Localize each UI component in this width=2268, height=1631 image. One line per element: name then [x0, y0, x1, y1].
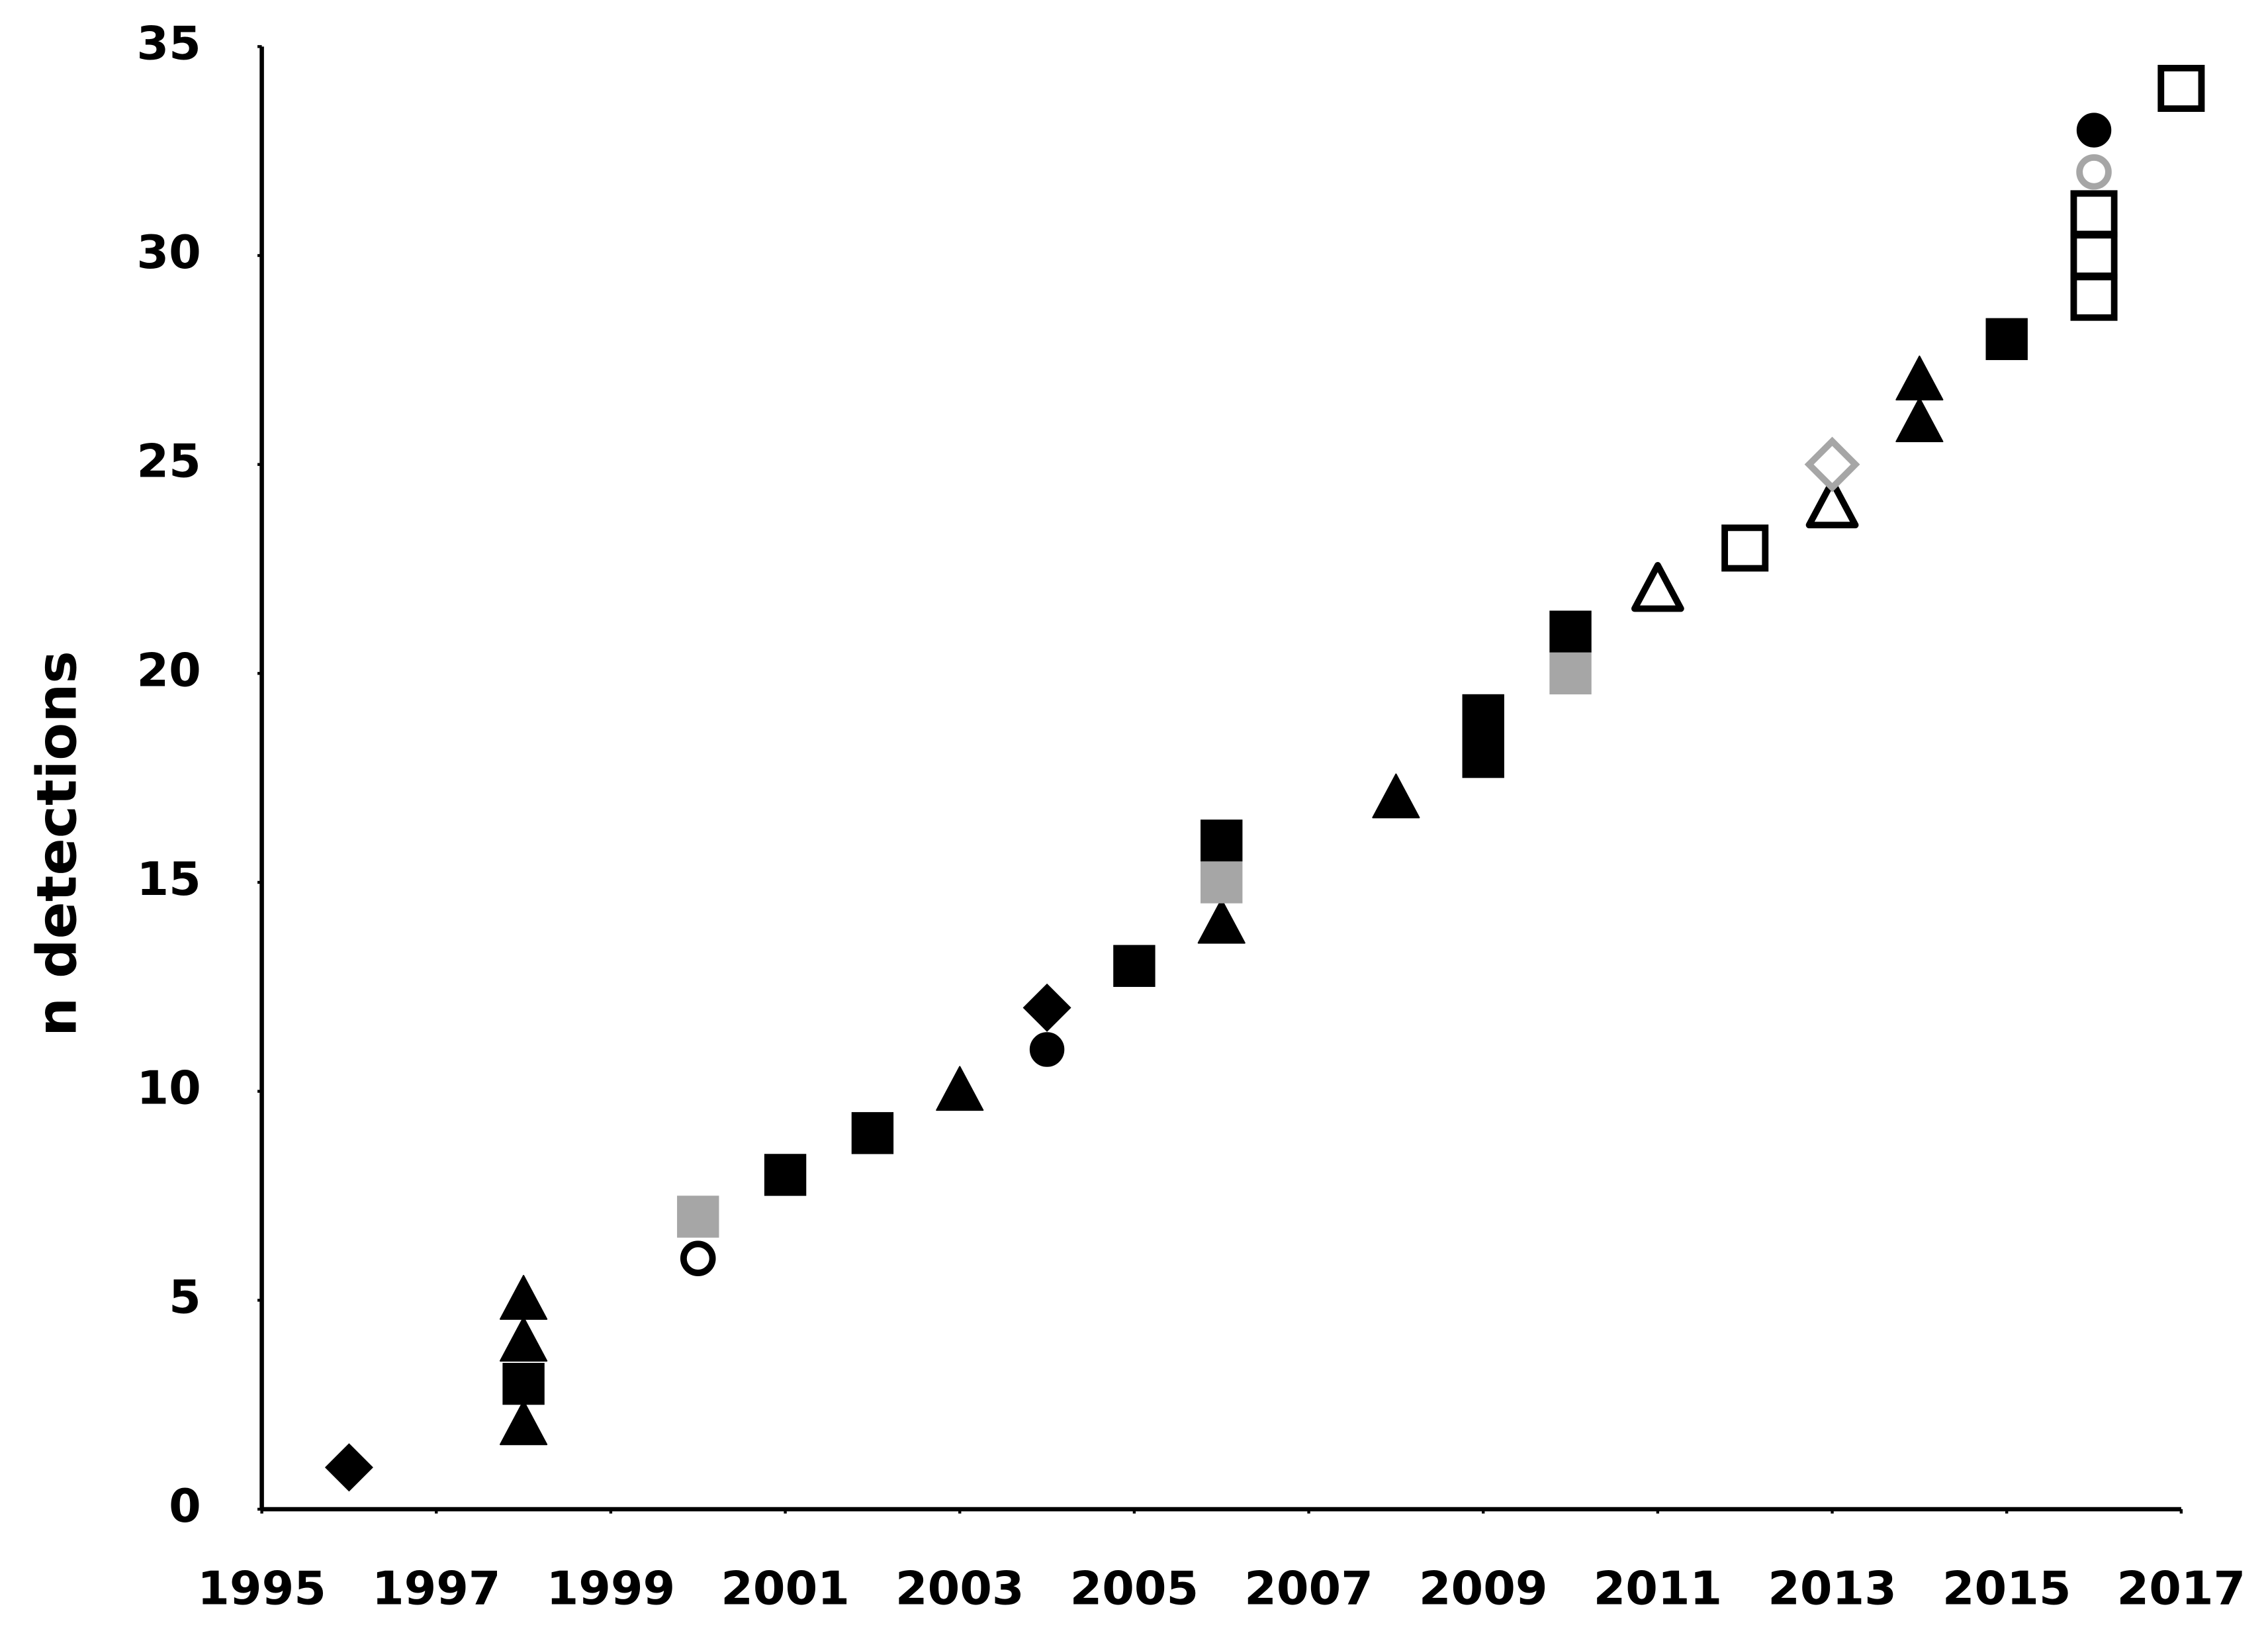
marker-circle: [680, 1240, 716, 1276]
y-tick-label: 0: [169, 1479, 201, 1533]
marker-triangle: [500, 1400, 548, 1446]
marker-square: [1113, 945, 1156, 987]
y-tick-label: 30: [136, 226, 201, 279]
marker-triangle: [1631, 562, 1684, 612]
marker-square: [1462, 694, 1504, 737]
x-tick-label: 1995: [197, 1562, 326, 1616]
marker-square: [1201, 819, 1243, 862]
marker-square: [2070, 232, 2118, 279]
x-tick-label: 1997: [372, 1562, 501, 1616]
marker-square: [764, 1154, 807, 1196]
marker-diamond: [1804, 436, 1860, 492]
y-axis-label: n detections: [25, 651, 89, 1037]
marker-square: [851, 1112, 894, 1154]
marker-square: [2157, 64, 2205, 113]
x-tick-label: 2009: [1419, 1562, 1548, 1616]
marker-square: [2070, 273, 2118, 321]
marker-square: [1462, 735, 1504, 778]
marker-triangle: [500, 1317, 548, 1362]
x-tick-label: 2005: [1070, 1562, 1199, 1616]
y-tick-label: 35: [136, 17, 201, 70]
marker-triangle: [1197, 898, 1246, 944]
marker-circle: [2076, 113, 2112, 148]
marker-square: [1721, 524, 1769, 572]
x-tick-label: 2007: [1244, 1562, 1373, 1616]
marker-triangle: [936, 1066, 984, 1111]
x-tick-label: 2013: [1768, 1562, 1897, 1616]
x-tick-label: 2001: [721, 1562, 850, 1616]
marker-square: [1985, 318, 2028, 360]
y-tick-label: 5: [169, 1270, 201, 1324]
y-tick-label: 20: [136, 643, 201, 697]
marker-square: [1549, 652, 1592, 695]
marker-triangle: [500, 1275, 548, 1320]
y-tick-label: 10: [136, 1062, 201, 1115]
marker-circle: [2076, 154, 2112, 190]
marker-diamond: [1022, 983, 1071, 1032]
marker-diamond: [324, 1443, 373, 1492]
y-tick-label: 25: [136, 435, 201, 489]
x-tick-label: 2017: [2117, 1562, 2246, 1616]
x-tick-label: 1999: [547, 1562, 676, 1616]
marker-triangle: [1372, 773, 1420, 819]
marker-square: [677, 1195, 719, 1238]
marker-triangle: [1895, 397, 1944, 443]
marker-square: [2070, 190, 2118, 238]
x-tick-label: 2011: [1594, 1562, 1723, 1616]
marker-triangle: [1895, 355, 1944, 400]
x-tick-label: 2015: [1942, 1562, 2071, 1616]
marker-square: [502, 1362, 545, 1405]
marker-square: [1549, 610, 1592, 653]
marker-circle: [1029, 1032, 1065, 1067]
x-tick-label: 2003: [895, 1562, 1024, 1616]
marker-triangle: [1805, 478, 1859, 529]
marker-square: [1201, 861, 1243, 904]
y-tick-label: 15: [136, 853, 201, 906]
